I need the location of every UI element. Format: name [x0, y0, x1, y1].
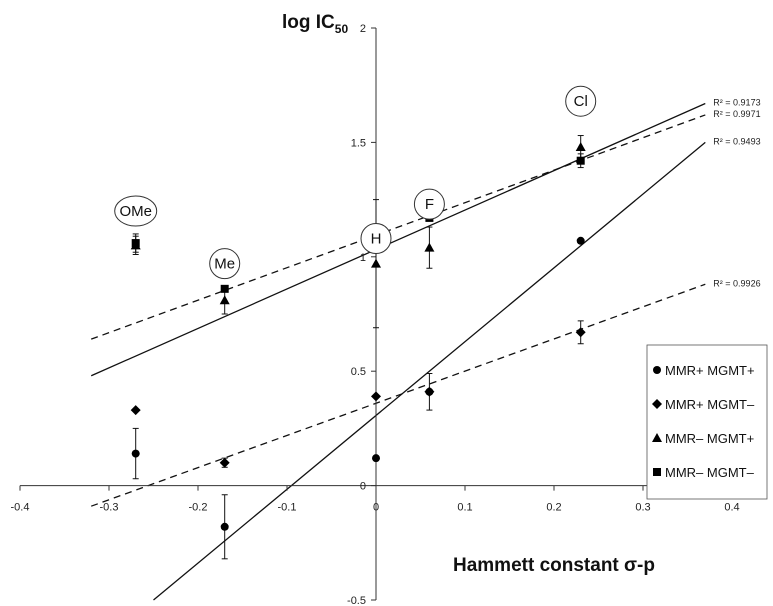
x-tick-label: 0.3	[635, 502, 650, 514]
data-point-triangle	[219, 295, 230, 305]
data-point-circle	[131, 449, 140, 458]
data-point-square	[220, 284, 229, 293]
data-point-triangle	[575, 141, 586, 151]
x-tick-label: -0.1	[278, 502, 297, 514]
y-axis-title: log IC50	[282, 12, 348, 36]
data-point-square	[131, 239, 140, 248]
legend-label: MMR+ MGMT–	[665, 397, 755, 412]
substituent-label: F	[425, 196, 434, 213]
legend-label: MMR– MGMT–	[665, 465, 755, 480]
substituent-circle	[209, 248, 241, 280]
legend-marker-diamond	[652, 399, 662, 409]
y-tick-label: 1.5	[351, 137, 366, 149]
legend: MMR+ MGMT+ MMR+ MGMT– MMR– MGMT+ MMR– MGMT–	[646, 344, 768, 500]
substituent-circle	[565, 85, 597, 117]
data-point-diamond	[424, 386, 435, 397]
legend-label: MMR– MGMT+	[665, 431, 754, 446]
data-point-circle	[372, 454, 380, 463]
x-tick-label: 0	[373, 502, 379, 514]
data-point-circle	[220, 522, 229, 531]
y-axis-title-main: log IC	[282, 12, 335, 33]
data-points	[130, 141, 586, 531]
x-tick-label: 0.1	[457, 502, 472, 514]
r-squared-label: R² = 0.9971	[713, 109, 760, 119]
error-bars	[132, 135, 584, 560]
axes: -0.4 -0.3 -0.2 -0.1 0 0.1 0.2 0.3 0.4 -0.5 0 0.5 1 1.…	[11, 23, 740, 606]
data-point-square	[576, 156, 585, 165]
x-tick-label: -0.3	[100, 502, 119, 514]
data-point-diamond	[219, 457, 230, 468]
x-axis-title: Hammett constant σ-p	[453, 555, 655, 576]
trendline	[90, 102, 706, 377]
trendline	[153, 141, 706, 601]
x-tick-label: 0.4	[724, 502, 739, 514]
y-axis-title-subscript: 50	[335, 22, 349, 36]
trendline	[90, 114, 706, 340]
substituent-circle	[114, 195, 158, 227]
substituent-label: H	[371, 230, 382, 247]
data-point-triangle	[424, 242, 435, 252]
y-tick-label: 2	[360, 23, 366, 35]
data-point-diamond	[130, 405, 141, 416]
legend-marker-circle	[653, 366, 661, 374]
r-squared-label: R² = 0.9926	[713, 278, 760, 288]
substituent-label: OMe	[119, 203, 152, 220]
y-tick-label: 0	[360, 481, 366, 493]
x-tick-label: 0.2	[546, 502, 561, 514]
data-point-triangle	[371, 258, 381, 268]
legend-marker-triangle	[652, 433, 662, 442]
data-point-diamond	[575, 327, 586, 338]
legend-marker-square	[653, 468, 661, 476]
trendline	[90, 283, 706, 507]
data-point-circle	[576, 236, 585, 245]
y-tick-label: -0.5	[347, 595, 366, 606]
y-tick-label: 0.5	[351, 366, 366, 378]
x-tick-label: -0.4	[11, 502, 30, 514]
annotations: OMe Me H F Cl	[114, 85, 597, 280]
legend-box	[646, 344, 768, 500]
substituent-circle	[360, 222, 392, 254]
substituent-circle	[413, 188, 445, 220]
data-point-diamond	[371, 391, 381, 402]
substituent-label: Cl	[574, 93, 588, 110]
legend-label: MMR+ MGMT+	[665, 363, 755, 378]
substituent-label: Me	[214, 256, 235, 273]
y-tick-label: 1	[360, 252, 366, 264]
r-squared-label: R² = 0.9173	[713, 98, 760, 108]
r-squared-label: R² = 0.9493	[713, 136, 760, 146]
x-tick-label: -0.2	[189, 502, 208, 514]
